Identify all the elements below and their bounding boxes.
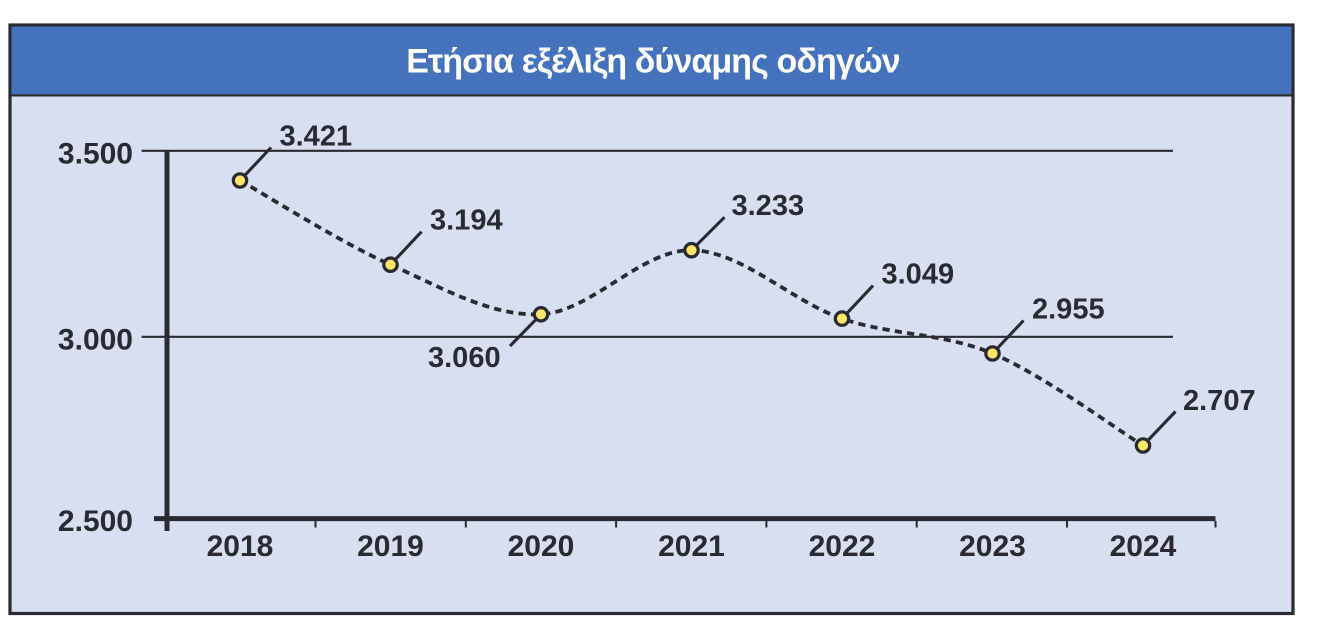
svg-text:3.049: 3.049 (882, 259, 955, 291)
svg-text:2024: 2024 (1110, 530, 1177, 563)
svg-text:3.060: 3.060 (428, 342, 501, 374)
svg-text:Ετήσια εξέλιξη δύναμης οδηγών: Ετήσια εξέλιξη δύναμης οδηγών (406, 42, 900, 80)
svg-text:2021: 2021 (658, 530, 725, 563)
svg-text:2.707: 2.707 (1183, 385, 1256, 417)
svg-text:2023: 2023 (959, 530, 1026, 563)
svg-text:2020: 2020 (508, 530, 575, 563)
svg-text:3.421: 3.421 (280, 120, 353, 152)
svg-text:2019: 2019 (357, 530, 424, 563)
svg-text:2.955: 2.955 (1032, 293, 1105, 325)
svg-text:2018: 2018 (207, 530, 274, 563)
svg-text:2022: 2022 (809, 530, 876, 563)
svg-text:3.194: 3.194 (430, 205, 503, 237)
svg-text:3.500: 3.500 (58, 138, 133, 171)
svg-text:3.000: 3.000 (58, 324, 133, 357)
svg-text:2.500: 2.500 (58, 505, 133, 538)
svg-text:3.233: 3.233 (732, 190, 805, 222)
